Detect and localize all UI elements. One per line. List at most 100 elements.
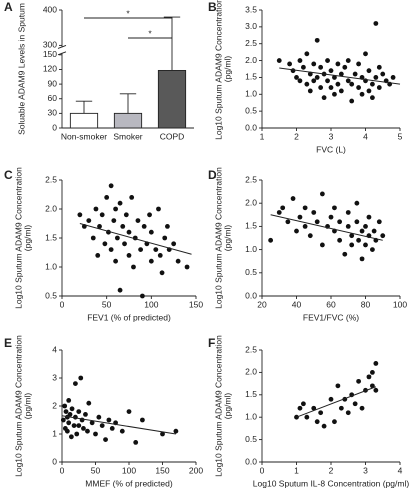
data-point: [66, 398, 72, 403]
data-point: [122, 241, 127, 247]
data-point: [356, 237, 361, 243]
data-point: [376, 219, 382, 225]
bar: [69, 112, 99, 129]
data-point: [287, 61, 292, 67]
x-tick-label: 80: [361, 299, 371, 309]
data-point: [156, 206, 161, 212]
y-tick-label: 2.0: [45, 203, 57, 213]
data-point: [95, 253, 101, 258]
data-point: [66, 420, 72, 426]
data-point: [78, 375, 84, 381]
x-tick-label: 100: [393, 299, 407, 309]
data-point: [359, 228, 365, 234]
data-point: [157, 253, 163, 258]
data-point: [129, 195, 135, 200]
data-point: [370, 383, 375, 389]
x-tick-label: 200: [189, 465, 203, 475]
data-point: [318, 64, 324, 70]
y-tick-label: 3.5: [245, 4, 257, 14]
data-point: [342, 64, 348, 70]
data-point: [332, 205, 337, 211]
data-point: [352, 71, 358, 77]
data-point: [73, 381, 78, 386]
data-point: [338, 71, 344, 77]
data-point: [335, 61, 341, 67]
x-tick-label: 2: [329, 465, 334, 475]
y-axis-label: Log10 Sputum ADAM9 Concentration: [213, 0, 223, 140]
x-tick-label: 3: [329, 131, 334, 141]
data-point: [290, 68, 296, 74]
data-point: [370, 81, 375, 87]
data-point: [342, 251, 348, 257]
y-axis-label: (pg/ml): [222, 225, 232, 252]
data-point: [140, 417, 145, 423]
y-tick-label: 0.0: [245, 122, 257, 132]
y-axis-label: (pg/ml): [222, 393, 232, 420]
data-point: [109, 426, 115, 431]
y-tick-label: 120: [43, 64, 57, 74]
data-point: [276, 210, 282, 215]
data-point: [356, 85, 361, 90]
data-point: [359, 405, 365, 411]
y-tick-label: 2.5: [245, 344, 257, 354]
data-point: [314, 37, 320, 43]
data-point: [297, 78, 303, 84]
data-point: [160, 431, 165, 437]
data-point: [81, 426, 86, 431]
x-tick-label: COPD: [160, 131, 185, 141]
y-tick-label: 1.0: [45, 261, 57, 271]
y-tick-label: 3: [52, 372, 57, 382]
trend-line: [296, 386, 377, 418]
data-point: [318, 410, 324, 416]
data-point: [62, 403, 68, 409]
data-point: [147, 212, 152, 218]
data-point: [356, 61, 361, 67]
data-point: [173, 428, 179, 434]
data-point: [338, 405, 344, 411]
data-point: [332, 419, 337, 425]
data-point: [123, 212, 129, 218]
data-point: [102, 241, 108, 247]
x-tick-label: 3: [363, 465, 368, 475]
y-tick-label: 30: [48, 108, 58, 118]
y-tick-label: 1.5: [45, 232, 57, 242]
data-point: [297, 214, 303, 220]
data-point: [338, 88, 344, 94]
x-tick-label: 20: [257, 299, 267, 309]
y-tick-label: 2.5: [245, 38, 257, 48]
data-point: [370, 95, 375, 101]
data-point: [363, 242, 368, 248]
x-tick-label: 1: [260, 131, 265, 141]
x-tick-label: 4: [398, 465, 403, 475]
data-point: [141, 224, 147, 229]
data-point: [86, 400, 92, 406]
data-point: [328, 214, 334, 220]
data-point: [380, 233, 386, 239]
y-tick-label: 1.5: [245, 389, 257, 399]
data-point: [311, 78, 317, 84]
data-point: [354, 219, 360, 225]
panel-label: F: [208, 336, 215, 350]
data-point: [363, 224, 368, 229]
data-point: [294, 228, 299, 234]
y-tick-label: 1.5: [245, 221, 257, 231]
trend-line: [79, 223, 192, 255]
data-point: [148, 258, 154, 264]
data-point: [103, 437, 108, 442]
data-point: [321, 423, 327, 429]
data-point: [328, 396, 334, 402]
data-point: [366, 88, 372, 94]
data-point: [337, 219, 343, 225]
data-point: [328, 68, 334, 74]
data-point: [76, 423, 82, 428]
data-point: [304, 81, 310, 87]
x-axis-label: FEV1 (% of predicted): [87, 312, 171, 322]
data-point: [366, 68, 372, 74]
data-point: [359, 91, 365, 97]
data-point: [335, 81, 341, 87]
data-point: [131, 264, 136, 270]
data-point: [376, 64, 382, 70]
data-point: [74, 431, 80, 437]
data-point: [371, 228, 377, 234]
data-point: [335, 383, 341, 389]
